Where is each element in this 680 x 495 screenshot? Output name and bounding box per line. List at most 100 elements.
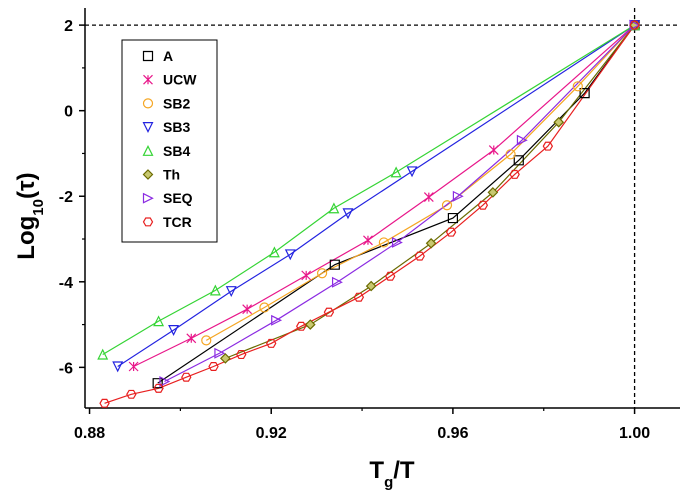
marker xyxy=(414,251,425,261)
marker xyxy=(487,187,499,198)
legend-box xyxy=(121,39,218,243)
y-tick-label: -2 xyxy=(59,189,73,206)
y-axis-label: Log10(τ) xyxy=(13,172,47,259)
marker xyxy=(365,280,377,292)
legend-label: SB3 xyxy=(163,119,190,135)
marker xyxy=(259,302,270,313)
x-tick-label: 0.96 xyxy=(437,425,468,442)
marker xyxy=(209,284,221,296)
marker xyxy=(208,362,219,371)
legend-marker xyxy=(142,217,154,227)
marker xyxy=(441,200,453,211)
marker xyxy=(353,292,365,302)
marker xyxy=(328,202,340,214)
marker xyxy=(268,246,280,258)
marker xyxy=(266,338,277,348)
series-line xyxy=(117,24,635,368)
marker xyxy=(488,145,499,155)
axis-label-part: (τ) xyxy=(13,172,40,199)
marker xyxy=(128,361,139,372)
marker xyxy=(329,259,340,270)
marker xyxy=(423,192,434,203)
legend-marker xyxy=(142,122,154,133)
marker xyxy=(168,325,180,336)
axis-label-part: /T xyxy=(393,457,415,484)
marker xyxy=(513,155,524,166)
marker xyxy=(509,169,520,179)
marker xyxy=(385,271,396,281)
legend-label: UCW xyxy=(163,72,197,88)
legend-marker xyxy=(142,50,154,62)
marker xyxy=(97,348,109,360)
axis-label-part: 10 xyxy=(30,199,47,216)
marker xyxy=(342,208,354,220)
marker xyxy=(579,88,590,99)
series-line xyxy=(157,24,636,384)
marker xyxy=(301,270,312,281)
marker xyxy=(445,227,457,237)
marker xyxy=(153,315,165,327)
legend-label: A xyxy=(163,48,173,64)
marker xyxy=(284,249,296,261)
x-axis-label: Tg/T xyxy=(369,457,415,491)
marker xyxy=(505,149,516,160)
series-line xyxy=(225,24,636,359)
legend-marker xyxy=(142,169,154,180)
marker xyxy=(452,190,464,202)
x-tick-label: 1.00 xyxy=(619,425,650,442)
series-line xyxy=(133,24,635,368)
marker xyxy=(153,383,164,393)
marker xyxy=(542,141,554,151)
marker xyxy=(323,307,335,317)
marker xyxy=(112,361,124,373)
marker xyxy=(390,166,402,178)
x-tick-label: 0.88 xyxy=(74,425,105,442)
legend-marker xyxy=(142,98,154,109)
marker xyxy=(242,304,253,315)
legend-label: Th xyxy=(163,167,180,183)
marker xyxy=(572,81,583,92)
x-tick-label: 0.92 xyxy=(256,425,287,442)
marker xyxy=(425,237,437,249)
marker xyxy=(316,268,328,279)
marker xyxy=(378,237,389,248)
legend-marker xyxy=(142,144,154,156)
y-tick-label: 0 xyxy=(64,104,73,121)
marker xyxy=(159,376,171,387)
marker xyxy=(391,236,403,248)
y-tick-label: -4 xyxy=(59,275,73,292)
legend-marker xyxy=(142,192,154,204)
marker xyxy=(236,350,247,360)
marker xyxy=(516,134,528,146)
legend-marker xyxy=(143,74,153,85)
legend-label: SEQ xyxy=(163,190,193,206)
marker xyxy=(363,235,373,246)
marker xyxy=(219,353,231,364)
legend-label: TCR xyxy=(163,214,192,230)
series-line xyxy=(164,24,636,383)
axis-label-part: Log xyxy=(13,216,40,260)
marker xyxy=(296,321,307,331)
axis-label-part: g xyxy=(384,474,393,491)
marker xyxy=(225,286,237,298)
marker xyxy=(477,200,489,210)
marker xyxy=(201,335,212,346)
legend-label: SB2 xyxy=(163,95,190,111)
y-tick-label: 2 xyxy=(64,18,73,35)
marker xyxy=(186,333,197,344)
axis-label-part: T xyxy=(369,457,384,484)
marker xyxy=(126,389,137,399)
marker xyxy=(181,372,192,382)
marker xyxy=(214,347,226,359)
marker xyxy=(553,116,565,128)
marker xyxy=(406,166,418,178)
marker xyxy=(271,314,283,326)
marker xyxy=(447,212,459,224)
marker xyxy=(629,20,640,30)
legend-label: SB4 xyxy=(163,143,190,159)
series-line xyxy=(102,24,635,356)
marker xyxy=(304,319,316,330)
marker xyxy=(331,276,343,288)
marker xyxy=(99,398,110,408)
